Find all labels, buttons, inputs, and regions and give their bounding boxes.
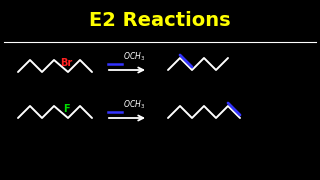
Text: E2 Reactions: E2 Reactions bbox=[89, 10, 231, 30]
Text: $OCH_3$: $OCH_3$ bbox=[123, 51, 145, 63]
Text: F: F bbox=[63, 104, 69, 114]
Text: $OCH_3$: $OCH_3$ bbox=[123, 98, 145, 111]
Text: Br: Br bbox=[60, 58, 72, 68]
